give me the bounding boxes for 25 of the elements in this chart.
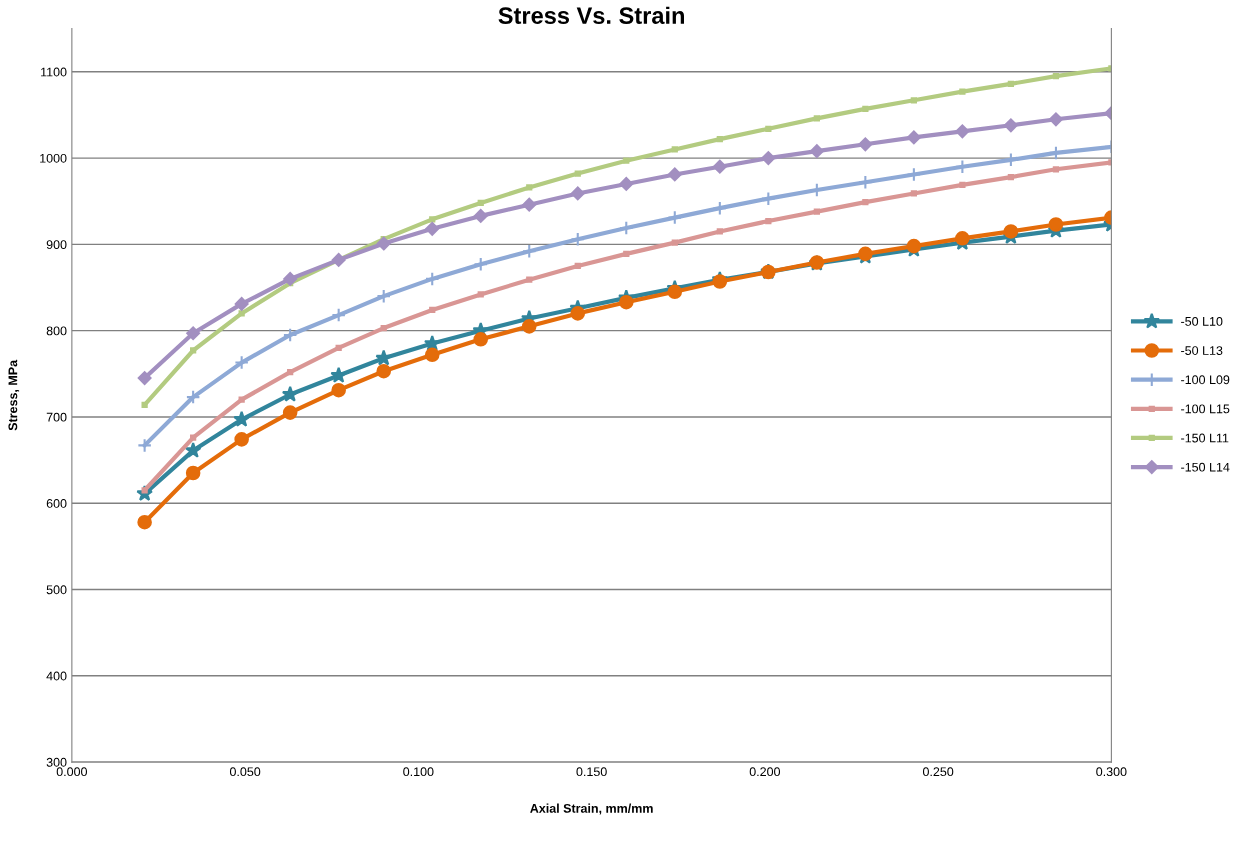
legend-label: -150 L11 (1181, 433, 1229, 443)
y-tick-label: 300 (46, 757, 67, 767)
x-tick-label: 0.150 (576, 767, 607, 777)
y-tick-label: 700 (46, 412, 67, 422)
x-tick-label: 0.050 (229, 767, 261, 777)
y-tick-label: 600 (46, 499, 67, 508)
x-tick-label: 0.100 (403, 767, 434, 777)
chart-title: Stress Vs. Strain (498, 6, 684, 24)
legend-label: -150 L14 (1181, 462, 1230, 472)
x-tick-label: 0.300 (1096, 767, 1127, 777)
x-tick-label: 0.250 (922, 767, 954, 777)
legend-label: -50 L10 (1181, 316, 1223, 326)
x-axis-title: Axial Strain, mm/mm (530, 803, 653, 815)
y-tick-label: 1100 (41, 67, 67, 77)
x-tick-label: 0.200 (749, 767, 781, 777)
y-tick-label: 500 (46, 585, 67, 595)
y-axis-title: Stress, MPa (8, 359, 20, 431)
legend-label: -100 L09 (1181, 375, 1230, 385)
legend-label: -50 L13 (1181, 346, 1223, 355)
y-tick-label: 400 (46, 671, 67, 681)
x-tick-label: 0.000 (56, 767, 88, 777)
legend-label: -100 L15 (1181, 404, 1230, 414)
y-tick-label: 900 (46, 240, 67, 250)
y-tick-label: 1000 (40, 153, 67, 163)
y-tick-label: 800 (46, 326, 67, 336)
